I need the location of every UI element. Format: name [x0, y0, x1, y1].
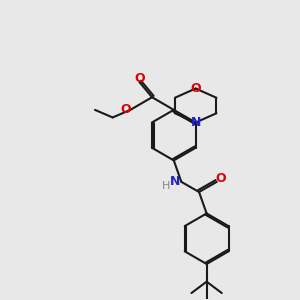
Text: O: O [134, 72, 145, 85]
Text: O: O [216, 172, 226, 185]
Text: O: O [190, 82, 201, 95]
Text: H: H [162, 181, 170, 191]
Text: O: O [121, 103, 131, 116]
Text: N: N [169, 175, 180, 188]
Text: N: N [190, 116, 201, 129]
